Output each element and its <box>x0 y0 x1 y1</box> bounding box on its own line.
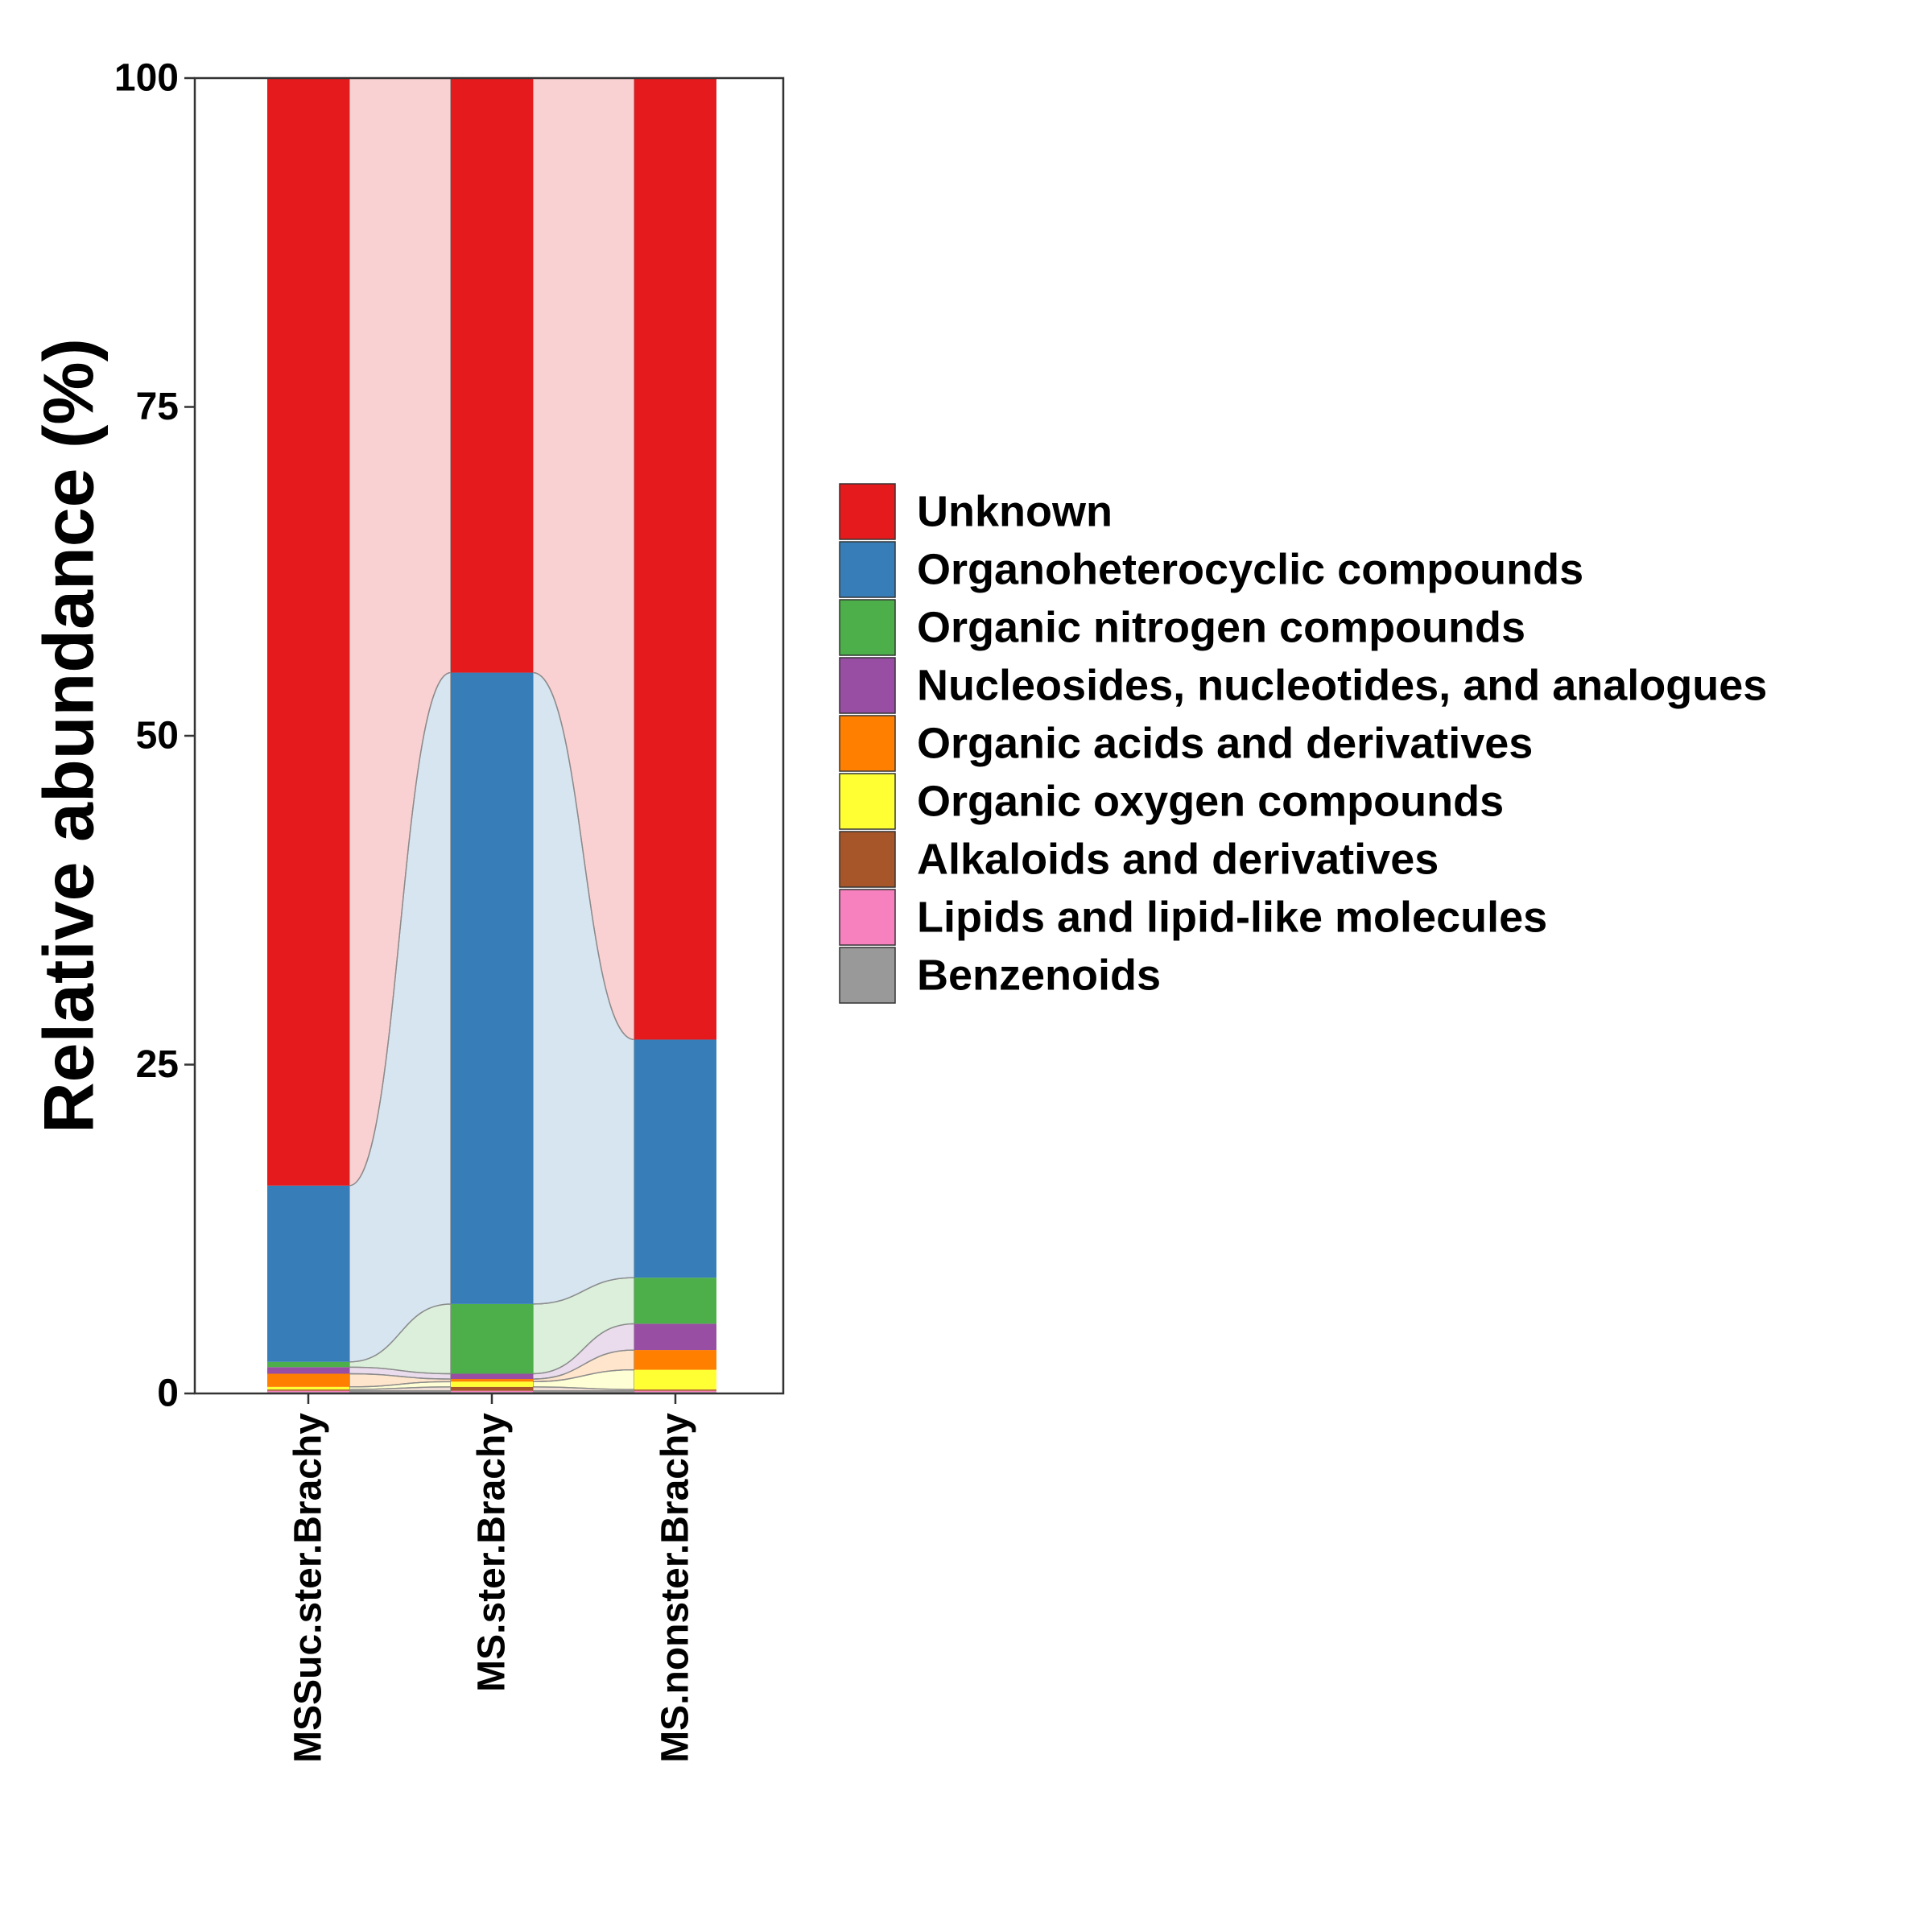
x-axis: MSSuc.ster.Brachy MS.ster.Brachy MS.nonste… <box>287 1393 697 1763</box>
legend: Unknown Organoheterocyclic compounds Organ… <box>839 483 1767 1004</box>
bar-organic-acids-and-derivatives-ms-ster-brachy <box>451 1379 533 1382</box>
bar-lipids-and-lipid-like-molecules-mssuc-ster-brachy <box>267 1390 349 1393</box>
bar-organoheterocyclic-compounds-mssuc-ster-brachy <box>267 1185 349 1362</box>
legend-label-alkaloids-and-derivatives: Alkaloids and derivatives <box>917 836 1439 884</box>
bar-organic-nitrogen-compounds-ms-nonster-brachy <box>634 1278 716 1324</box>
bar-organic-oxygen-compounds-ms-nonster-brachy <box>634 1369 716 1390</box>
bar-unknown-ms-nonster-brachy <box>634 78 716 1040</box>
bar-lipids-and-lipid-like-molecules-ms-nonster-brachy <box>634 1390 716 1393</box>
bar-organic-nitrogen-compounds-ms-ster-brachy <box>451 1303 533 1374</box>
legend-label-organoheterocyclic-compounds: Organoheterocyclic compounds <box>917 546 1583 594</box>
x-tick-label: MSSuc.ster.Brachy <box>287 1413 330 1763</box>
bar-organic-oxygen-compounds-mssuc-ster-brachy <box>267 1386 349 1390</box>
legend-label-benzenoids: Benzenoids <box>917 952 1161 1000</box>
bar-nucleosides-nucleotides-and-analogues-ms-ster-brachy <box>451 1373 533 1380</box>
legend-label-lipids-and-lipid-like-molecules: Lipids and lipid-like molecules <box>917 894 1547 942</box>
bar-unknown-ms-ster-brachy <box>451 78 533 673</box>
legend-key-organoheterocyclic-compounds <box>839 541 896 598</box>
bar-organic-nitrogen-compounds-mssuc-ster-brachy <box>267 1361 349 1368</box>
bar-nucleosides-nucleotides-and-analogues-mssuc-ster-brachy <box>267 1367 349 1374</box>
y-axis: 0 25 50 75 100 <box>114 57 195 1415</box>
y-axis-title: Relative abundance (%) <box>29 338 109 1133</box>
legend-label-organic-acids-and-derivatives: Organic acids and derivatives <box>917 720 1533 768</box>
bar-organoheterocyclic-compounds-ms-nonster-brachy <box>634 1039 716 1278</box>
bar-organic-acids-and-derivatives-ms-nonster-brachy <box>634 1350 716 1370</box>
bar-organic-oxygen-compounds-ms-ster-brachy <box>451 1381 533 1387</box>
legend-key-organic-oxygen-compounds <box>839 773 896 830</box>
y-tick-label: 25 <box>136 1043 179 1086</box>
bar-layer <box>267 78 716 1393</box>
bar-alkaloids-and-derivatives-ms-ster-brachy <box>451 1386 533 1391</box>
bar-nucleosides-nucleotides-and-analogues-ms-nonster-brachy <box>634 1323 716 1351</box>
bar-unknown-mssuc-ster-brachy <box>267 78 349 1186</box>
y-tick-label: 0 <box>157 1373 179 1415</box>
legend-key-organic-nitrogen-compounds <box>839 599 896 656</box>
bar-alkaloids-and-derivatives-ms-nonster-brachy <box>634 1389 716 1391</box>
bar-organic-acids-and-derivatives-mssuc-ster-brachy <box>267 1373 349 1387</box>
legend-key-benzenoids <box>839 947 896 1004</box>
x-tick-label: MS.ster.Brachy <box>471 1413 514 1692</box>
bar-organoheterocyclic-compounds-ms-ster-brachy <box>451 672 533 1304</box>
legend-key-lipids-and-lipid-like-molecules <box>839 889 896 946</box>
legend-label-unknown: Unknown <box>917 488 1113 536</box>
bar-lipids-and-lipid-like-molecules-ms-ster-brachy <box>451 1390 533 1393</box>
y-tick-label: 50 <box>136 715 179 758</box>
legend-key-unknown <box>839 483 896 540</box>
y-tick-label: 100 <box>114 57 179 100</box>
bar-alkaloids-and-derivatives-mssuc-ster-brachy <box>267 1389 349 1391</box>
y-tick-label: 75 <box>136 386 179 428</box>
legend-label-organic-oxygen-compounds: Organic oxygen compounds <box>917 778 1504 826</box>
legend-label-nucleosides-nucleotides-and-analogues: Nucleosides, nucleotides, and analogues <box>917 662 1767 710</box>
legend-key-alkaloids-and-derivatives <box>839 831 896 888</box>
legend-label-organic-nitrogen-compounds: Organic nitrogen compounds <box>917 604 1525 652</box>
legend-key-organic-acids-and-derivatives <box>839 715 896 772</box>
legend-key-nucleosides-nucleotides-and-analogues <box>839 657 896 714</box>
x-tick-label: MS.nonster.Brachy <box>654 1413 697 1763</box>
flow-layer <box>349 77 635 1394</box>
